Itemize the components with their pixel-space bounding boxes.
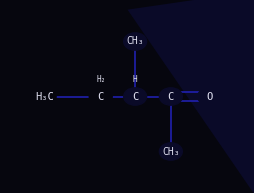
Text: C: C <box>97 91 103 102</box>
Circle shape <box>33 88 56 105</box>
Text: H₃C: H₃C <box>35 91 54 102</box>
Circle shape <box>123 33 146 50</box>
Text: C: C <box>167 91 173 102</box>
Circle shape <box>159 143 182 160</box>
Circle shape <box>159 88 182 105</box>
Circle shape <box>123 88 146 105</box>
Text: CH₃: CH₃ <box>161 146 179 157</box>
Text: H₂: H₂ <box>96 75 105 84</box>
Circle shape <box>89 88 112 105</box>
Text: C: C <box>132 91 138 102</box>
Polygon shape <box>127 0 254 193</box>
Text: H: H <box>132 75 137 84</box>
Text: CH₃: CH₃ <box>126 36 144 47</box>
Text: O: O <box>205 91 211 102</box>
Circle shape <box>197 88 220 105</box>
